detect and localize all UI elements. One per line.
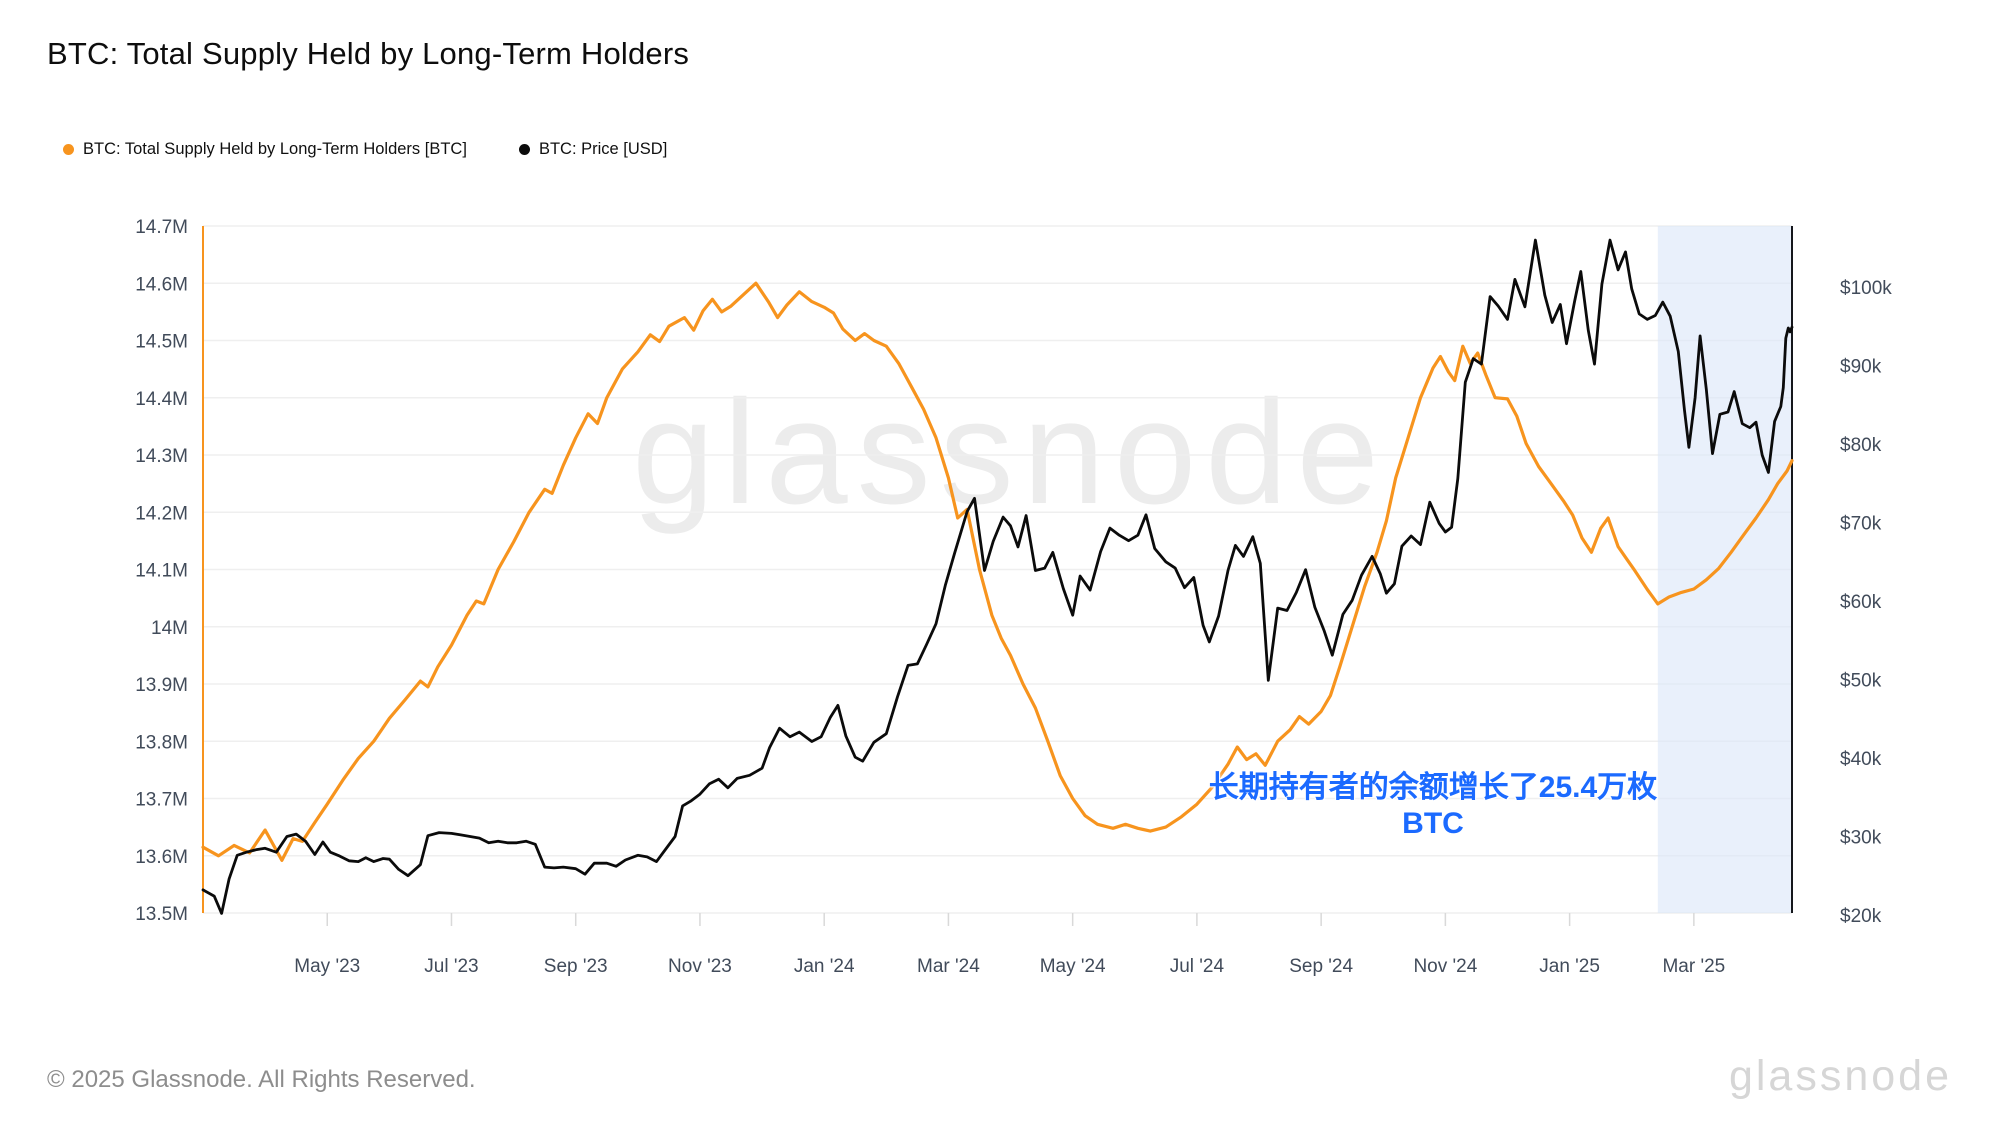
left-axis-label: 13.8M <box>135 732 188 753</box>
chart-legend: BTC: Total Supply Held by Long-Term Hold… <box>63 140 667 159</box>
x-axis-label: May '24 <box>1040 956 1106 977</box>
right-axis-label: $30k <box>1840 827 1882 848</box>
left-axis-label: 14M <box>151 618 188 639</box>
x-axis-label: Jan '25 <box>1539 956 1600 977</box>
glassnode-logo: glassnode <box>1728 1052 1952 1100</box>
left-axis-label: 14.5M <box>135 332 188 353</box>
x-axis-label: Sep '23 <box>544 956 608 977</box>
right-axis-label: $40k <box>1840 749 1882 770</box>
x-axis-label: Nov '23 <box>668 956 732 977</box>
page-title: BTC: Total Supply Held by Long-Term Hold… <box>47 36 690 71</box>
right-axis-label: $60k <box>1840 592 1882 613</box>
copyright-text: © 2025 Glassnode. All Rights Reserved. <box>47 1066 476 1093</box>
left-axis-label: 14.6M <box>135 274 188 295</box>
legend-label-price: BTC: Price [USD] <box>538 140 668 158</box>
lth-supply-series-dot-icon <box>63 144 74 155</box>
right-axis-label: $100k <box>1840 278 1892 299</box>
right-axis-label: $70k <box>1840 514 1882 535</box>
price-line <box>201 238 1794 915</box>
left-axis-label: 13.9M <box>135 675 188 696</box>
x-axis-label: Jul '23 <box>424 956 478 977</box>
x-axis-label: Mar '24 <box>917 956 980 977</box>
highlight-region <box>1657 226 1792 913</box>
left-axis-label: 14.4M <box>135 389 188 410</box>
legend-item-lth-supply[interactable]: BTC: Total Supply Held by Long-Term Hold… <box>63 140 467 159</box>
price-series-dot-icon <box>518 144 530 155</box>
right-axis-label: $50k <box>1840 671 1882 692</box>
left-axis-label: 14.1M <box>135 561 188 582</box>
x-axis-label: Sep '24 <box>1289 956 1353 977</box>
left-axis-label: 14.3M <box>135 446 188 467</box>
x-axis-label: May '23 <box>294 956 360 977</box>
chinese-annotation: 长期持有者的余额增长了25.4万枚BTC <box>1208 771 1658 840</box>
legend-label-lth-supply: BTC: Total Supply Held by Long-Term Hold… <box>83 140 467 158</box>
right-axis-label: $80k <box>1840 435 1882 456</box>
x-axis-label: Nov '24 <box>1413 956 1477 977</box>
left-axis-label: 13.7M <box>135 790 188 811</box>
legend-item-price[interactable]: BTC: Price [USD] <box>518 140 668 159</box>
left-axis-label: 13.6M <box>135 847 188 868</box>
left-axis-label: 13.5M <box>135 904 188 925</box>
left-axis-label: 14.7M <box>135 217 188 238</box>
x-axis-label: Jan '24 <box>794 956 855 977</box>
x-axis-label: Jul '24 <box>1170 956 1225 977</box>
x-axis-label: Mar '25 <box>1662 956 1725 977</box>
right-axis-label: $90k <box>1840 357 1882 378</box>
lth-supply-line <box>201 281 1794 862</box>
left-axis-label: 14.2M <box>135 503 188 524</box>
right-axis-label: $20k <box>1840 906 1882 927</box>
